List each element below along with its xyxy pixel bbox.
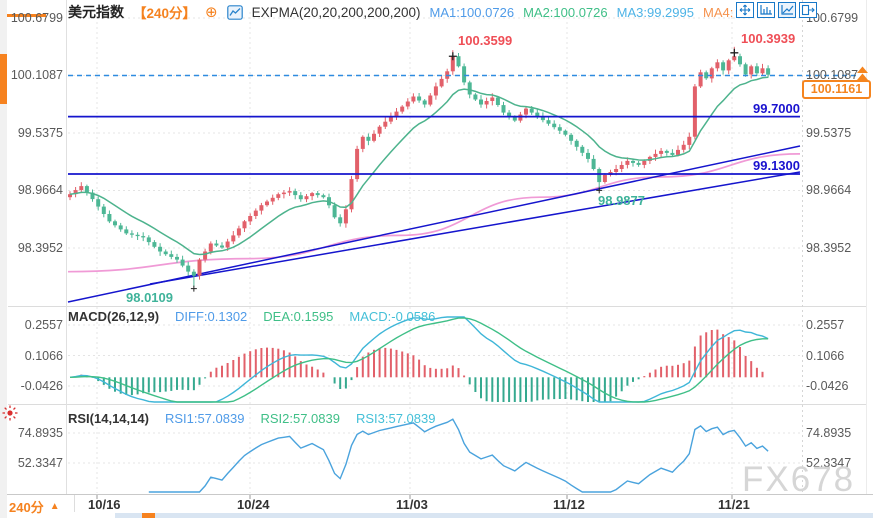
swing-low-label-1: 98.0109 <box>126 290 173 305</box>
scrollbar-marker[interactable] <box>142 513 155 518</box>
rsi2-value: RSI2:57.0839 <box>260 411 340 426</box>
period-selector-label: 240分 <box>9 500 44 515</box>
indicator-label: EXPMA(20,20,200,200,200) <box>251 4 421 20</box>
chart-header: 美元指数 【240分】 ⊕ EXPMA(20,20,200,200,200) M… <box>68 3 733 21</box>
macd-dea-value: DEA:0.1595 <box>263 309 334 324</box>
macd-diff-value: DIFF:0.1302 <box>175 309 248 324</box>
left-scroll-indicator[interactable] <box>0 54 7 104</box>
period-tab-underline <box>2 14 46 17</box>
resistance-level-label: 99.7000 <box>753 101 800 116</box>
swing-low-label-2: 98.9877 <box>598 193 645 208</box>
auto-scale-icon[interactable] <box>778 2 796 18</box>
tab-divider <box>74 495 75 512</box>
rsi-label-row: RSI(14,14,14) RSI1:57.0839 RSI2:57.0839 … <box>68 411 435 426</box>
ma4-value: MA4: <box>702 4 734 20</box>
date-tick-2: 10/24 <box>237 497 270 512</box>
symbol-title: 美元指数 <box>68 4 124 20</box>
time-axis-bar: 240分 ▲ 10/16 10/24 11/03 11/12 11/21 <box>0 495 873 515</box>
period-selector-tab[interactable]: 240分 ▲ <box>9 497 60 516</box>
price-scale-icon[interactable] <box>757 2 775 18</box>
pan-crosshair-icon[interactable] <box>736 2 754 18</box>
alert-sun-icon[interactable] <box>1 404 19 427</box>
indicator-chart-icon[interactable] <box>226 4 243 20</box>
rsi-title: RSI(14,14,14) <box>68 411 149 426</box>
chart-toolbar <box>736 2 817 18</box>
zoom-plus-icon[interactable]: ⊕ <box>205 3 218 21</box>
exit-view-icon[interactable] <box>799 2 817 18</box>
ma1-value: MA1:100.0726 <box>429 4 515 20</box>
last-price-box: 100.1161 <box>802 80 871 99</box>
price-up-arrow-icon <box>856 66 869 86</box>
period-tag[interactable]: 【240分】 <box>133 6 197 21</box>
date-tick-1: 10/16 <box>88 497 121 512</box>
caret-up-icon: ▲ <box>49 501 60 512</box>
swing-high-label-2: 100.3939 <box>741 31 796 46</box>
date-tick-5: 11/21 <box>718 497 750 512</box>
support-level-label: 99.1300 <box>753 158 800 173</box>
left-edge-strip <box>0 0 7 518</box>
date-tick-3: 11/03 <box>396 497 428 512</box>
watermark: FX678 <box>742 460 856 499</box>
macd-title: MACD(26,12,9) <box>68 309 160 324</box>
rsi3-value: RSI3:57.0839 <box>355 411 436 426</box>
ma3-value: MA3:99.2995 <box>616 4 694 20</box>
date-tick-4: 11/12 <box>553 497 585 512</box>
macd-macd-value: MACD:-0.0586 <box>349 309 436 324</box>
rsi1-value: RSI1:57.0839 <box>164 411 245 426</box>
macd-label-row: MACD(26,12,9) DIFF:0.1302 DEA:0.1595 MAC… <box>68 309 435 324</box>
ma2-value: MA2:100.0726 <box>523 4 608 20</box>
horizontal-scrollbar[interactable] <box>115 513 873 518</box>
swing-high-label-1: 100.3599 <box>458 33 513 48</box>
